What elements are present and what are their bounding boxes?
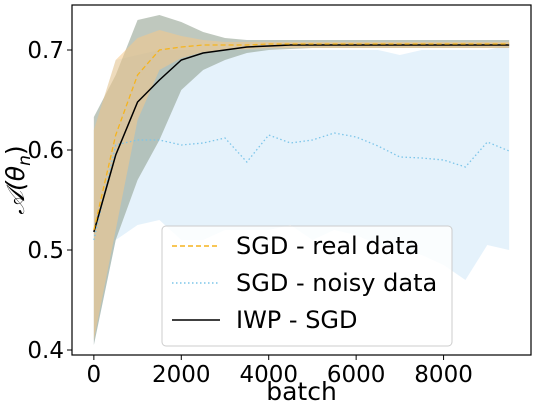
legend-label-sgd-noisy-data: SGD - noisy data [236, 269, 437, 297]
x-tick-label: 2000 [152, 362, 211, 388]
legend: SGD - real data SGD - noisy data IWP - SGD [161, 225, 453, 347]
legend-label-iwp-sgd: IWP - SGD [236, 306, 358, 334]
x-tick-label: 4000 [239, 362, 298, 388]
series-lines [93, 43, 510, 241]
legend-box [161, 225, 453, 347]
x-axis-label: batch [266, 377, 337, 406]
y-tick-label: 0.5 [27, 238, 64, 264]
y-axis-label-main: 𝒜(θ [1, 166, 30, 215]
iwp-sgd-line [93, 44, 510, 233]
legend-label-sgd-real-data: SGD - real data [236, 232, 419, 260]
y-axis-label: 𝒜(θn) [1, 145, 35, 214]
y-tick-label: 0.7 [27, 38, 64, 64]
y-axis-label-close: ) [1, 145, 30, 155]
confidence-bands [93, 15, 510, 345]
plot-frame [71, 4, 532, 356]
y-axis-ticks: 0.4 0.5 0.6 0.7 [27, 38, 72, 364]
x-tick-label: 6000 [327, 362, 386, 388]
sgd-noisy-data-band [93, 45, 510, 345]
y-tick-label: 0.4 [27, 338, 64, 364]
sgd-real-data-line [93, 43, 510, 231]
x-tick-label: 8000 [414, 362, 473, 388]
y-axis-label-sub: n [15, 155, 35, 166]
x-tick-label: 0 [87, 362, 102, 388]
sgd-real-data-band [93, 30, 510, 340]
sgd-noisy-data-line [93, 132, 510, 241]
x-axis-ticks: 0 2000 4000 6000 8000 [87, 355, 473, 388]
y-tick-label: 0.6 [27, 138, 64, 164]
